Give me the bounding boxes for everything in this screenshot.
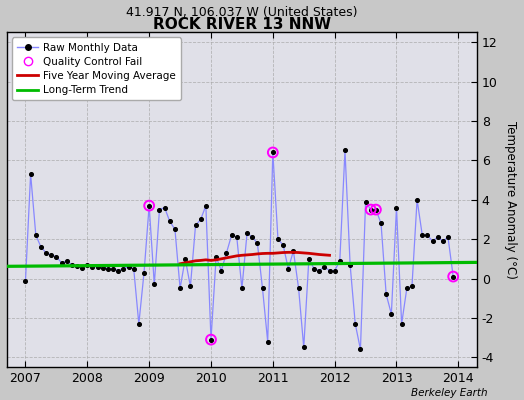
Point [140,270,148,276]
Point [372,206,380,213]
Point [171,226,179,232]
Point [83,262,92,268]
Point [196,216,205,223]
Point [264,338,272,345]
Point [186,283,194,290]
Point [310,266,318,272]
Point [351,321,359,327]
Point [37,244,45,250]
Point [129,266,138,272]
Point [320,264,329,270]
Point [124,264,133,270]
Point [294,285,303,292]
Point [274,236,282,242]
Point [325,268,334,274]
Point [402,285,411,292]
Point [135,321,143,327]
Point [408,283,416,290]
Point [47,252,56,258]
Point [423,232,432,238]
Point [433,234,442,240]
Point [52,254,61,260]
Point [88,264,96,270]
Point [99,264,107,271]
Point [114,268,123,274]
Point [269,149,277,156]
Point [392,204,401,211]
Point [227,232,236,238]
Point [372,206,380,213]
Text: 41.917 N, 106.037 W (United States): 41.917 N, 106.037 W (United States) [126,6,358,19]
Point [207,336,215,343]
Point [166,218,174,225]
Point [104,266,112,272]
Point [57,260,66,266]
Point [160,204,169,211]
Point [397,321,406,327]
Text: Berkeley Earth: Berkeley Earth [411,388,487,398]
Point [418,232,427,238]
Point [243,230,251,236]
Point [341,147,349,154]
Point [377,220,385,226]
Legend: Raw Monthly Data, Quality Control Fail, Five Year Moving Average, Long-Term Tren: Raw Monthly Data, Quality Control Fail, … [12,38,181,100]
Title: ROCK RIVER 13 NNW: ROCK RIVER 13 NNW [153,17,331,32]
Point [248,234,256,240]
Point [387,311,396,317]
Point [366,206,375,213]
Point [258,285,267,292]
Point [26,171,35,177]
Point [289,248,298,254]
Point [217,268,225,274]
Point [145,202,154,209]
Point [68,262,76,268]
Point [449,273,457,280]
Point [428,238,436,244]
Point [444,234,452,240]
Point [73,262,81,269]
Point [62,258,71,264]
Point [155,206,163,213]
Point [150,281,158,288]
Point [202,202,210,209]
Point [335,258,344,264]
Point [109,266,117,272]
Point [181,256,189,262]
Point [207,336,215,343]
Point [279,242,287,248]
Point [356,346,365,353]
Point [413,196,421,203]
Point [176,285,184,292]
Point [42,250,50,256]
Point [31,232,40,238]
Point [284,266,292,272]
Point [145,202,154,209]
Point [253,240,261,246]
Point [449,273,457,280]
Point [346,262,354,268]
Point [93,264,102,270]
Point [233,234,241,240]
Point [21,277,30,284]
Point [331,268,339,274]
Point [300,344,308,351]
Point [78,264,86,271]
Point [439,238,447,244]
Point [212,254,220,260]
Point [315,268,323,274]
Point [191,222,200,228]
Y-axis label: Temperature Anomaly (°C): Temperature Anomaly (°C) [504,121,517,279]
Point [222,250,231,256]
Point [382,291,390,298]
Point [304,256,313,262]
Point [119,266,127,272]
Point [238,285,246,292]
Point [362,198,370,205]
Point [366,206,375,213]
Point [269,149,277,156]
